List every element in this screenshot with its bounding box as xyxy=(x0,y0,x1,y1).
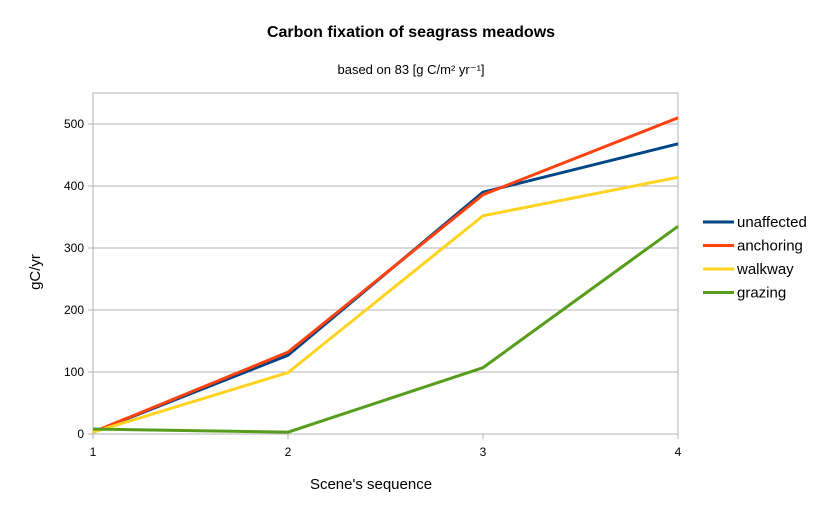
y-tick-label: 300 xyxy=(64,241,84,255)
gridlines xyxy=(93,123,678,435)
legend-label-walkway: walkway xyxy=(736,261,794,278)
chart-title: Carbon fixation of seagrass meadows xyxy=(267,24,555,41)
legend: unaffected anchoring walkway grazing xyxy=(703,214,807,302)
series-line-anchoring xyxy=(92,116,679,434)
y-tick-label: 0 xyxy=(77,427,84,441)
legend-label-anchoring: anchoring xyxy=(737,238,803,255)
chart-subtitle: based on 83 [g C/m² yr⁻¹] xyxy=(337,62,484,77)
y-tick-label: 200 xyxy=(64,303,84,317)
x-tick-label: 2 xyxy=(285,445,292,459)
plot-area-border xyxy=(92,92,679,435)
series-line-unaffected xyxy=(92,142,679,434)
y-tick-label: 400 xyxy=(64,179,84,193)
x-tick-label: 4 xyxy=(675,445,682,459)
y-tick-label: 500 xyxy=(64,117,84,131)
axis-ticks: 0 100 200 300 400 500 1 2 3 4 xyxy=(64,117,682,459)
series-line-grazing xyxy=(92,225,679,434)
y-axis-title: gC/yr xyxy=(27,254,44,290)
legend-label-grazing: grazing xyxy=(737,285,786,302)
x-axis-title: Scene's sequence xyxy=(310,476,432,493)
series-lines xyxy=(92,116,679,434)
legend-label-unaffected: unaffected xyxy=(737,214,807,231)
x-tick-label: 1 xyxy=(90,445,97,459)
x-tick-label: 3 xyxy=(480,445,487,459)
series-line-walkway xyxy=(92,175,679,434)
y-tick-label: 100 xyxy=(64,365,84,379)
